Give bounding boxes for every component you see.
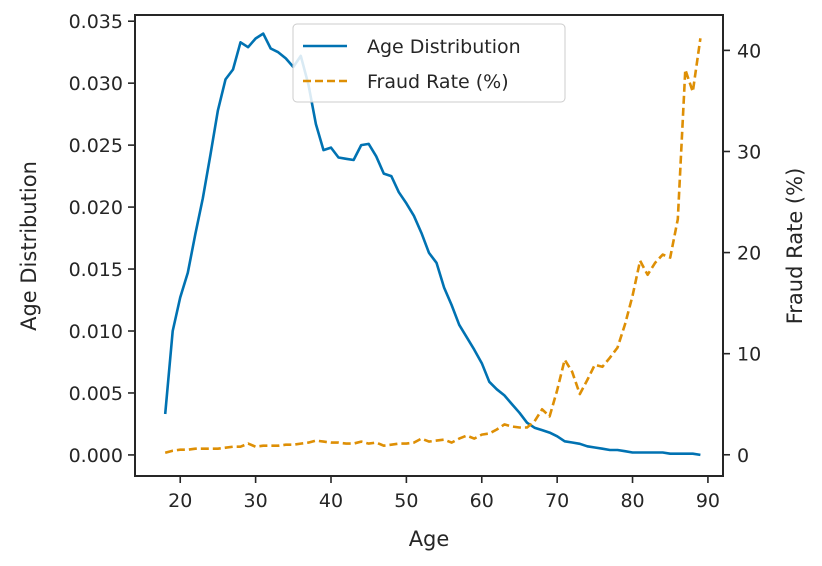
legend-label-age-distribution: Age Distribution [367,36,521,58]
left-y-tick-label-7: 0.035 [69,11,123,33]
age-distribution-line [163,32,701,457]
fraud-rate-line [164,38,702,454]
left-y-tick-label-3: 0.015 [69,259,123,281]
right-y-tick-label-40: 40 [737,40,761,62]
left-y-tick-label-6: 0.030 [69,73,123,95]
x-tick-label-50: 50 [394,490,418,512]
x-tick-label-60: 60 [470,490,494,512]
x-tick-label-40: 40 [319,490,343,512]
x-tick-label-90: 90 [696,490,720,512]
legend-label-fraud-rate: Fraud Rate (%) [367,71,509,93]
left-y-tick-label-2: 0.010 [69,321,123,343]
x-axis-title: Age [409,527,450,551]
right-y-tick-label-30: 30 [737,141,761,163]
left-y-tick-label-0: 0.000 [69,445,123,467]
right-y-axis-title: Fraud Rate (%) [783,168,807,325]
left-y-tick-label-4: 0.020 [69,197,123,219]
left-y-axis-title: Age Distribution [17,161,41,331]
x-tick-label-70: 70 [545,490,569,512]
legend: Age Distribution Fraud Rate (%) [292,23,566,103]
plot-area: 20 30 40 50 60 70 80 90 0.000 0.005 0.010 0.015 0.02… [69,11,762,512]
x-tick-label-30: 30 [244,490,268,512]
left-y-tick-label-5: 0.025 [69,135,123,157]
legend-box [292,23,566,103]
right-y-tick-label-20: 20 [737,243,761,265]
left-y-tick-label-1: 0.005 [69,383,123,405]
x-tick-label-20: 20 [168,490,192,512]
x-tick-label-80: 80 [620,490,644,512]
right-y-tick-label-10: 10 [737,344,761,366]
plot-frame [134,14,724,477]
right-y-tick-label-0: 0 [737,445,749,467]
